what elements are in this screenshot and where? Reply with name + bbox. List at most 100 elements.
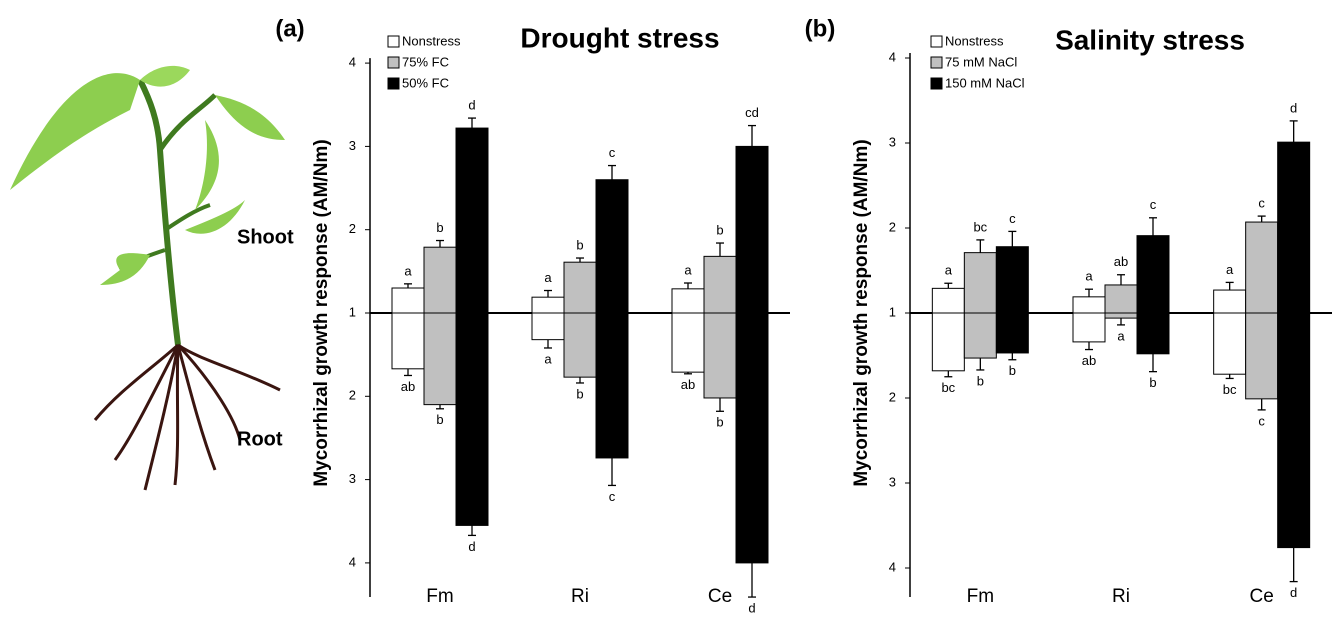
significance-letter: d [1290, 100, 1297, 115]
bar [531, 312, 565, 341]
illustration-label: Root [237, 428, 283, 450]
bar [963, 252, 997, 314]
bar [671, 288, 705, 314]
bar [1277, 312, 1311, 549]
x-tick-label: Ce [1250, 586, 1274, 607]
significance-letter: a [544, 270, 552, 285]
significance-letter: c [1258, 196, 1265, 211]
y-tick-label: 4 [889, 49, 896, 64]
bar [455, 127, 489, 314]
bar [995, 312, 1029, 354]
significance-letter: a [1117, 328, 1125, 343]
bar [391, 287, 425, 314]
legend-swatch [930, 77, 943, 90]
bar [423, 246, 457, 314]
bar [703, 255, 737, 314]
significance-letter: a [684, 262, 692, 277]
legend-swatch [387, 77, 400, 90]
bar [963, 312, 997, 359]
bar [1072, 296, 1106, 314]
significance-letter: b [1009, 363, 1016, 378]
chart-title: Salinity stress [1055, 24, 1245, 55]
legend-label: 75% FC [402, 54, 449, 69]
y-tick-label: 4 [889, 559, 896, 574]
x-tick-label: Ri [1112, 586, 1130, 607]
panel-label: (a) [275, 15, 304, 42]
significance-letter: d [1290, 585, 1297, 600]
significance-letter: a [1085, 269, 1093, 284]
bar [1213, 312, 1247, 375]
significance-letter: a [544, 351, 552, 366]
y-tick-label: 4 [349, 554, 356, 569]
plant-illustration [10, 65, 285, 491]
significance-letter: a [1226, 262, 1234, 277]
y-tick-label: 3 [349, 138, 356, 153]
significance-letter: b [716, 415, 723, 430]
legend-swatch [387, 56, 400, 69]
y-tick-label: 3 [349, 471, 356, 486]
y-tick-label: 1 [349, 304, 356, 319]
legend-swatch [930, 35, 943, 48]
significance-letter: c [609, 489, 616, 504]
y-axis-label: Mycorrhizal growth response (AM/Nm) [851, 139, 872, 486]
bar [1213, 289, 1247, 314]
significance-letter: b [576, 386, 583, 401]
bar [735, 145, 769, 314]
bar [423, 312, 457, 406]
y-tick-label: 3 [889, 474, 896, 489]
bar [563, 312, 597, 378]
significance-letter: b [576, 237, 583, 252]
y-tick-label: 3 [889, 134, 896, 149]
bar [531, 296, 565, 314]
illustration-label: Shoot [237, 226, 294, 248]
legend-label: 150 mM NaCl [945, 75, 1025, 90]
significance-letter: d [468, 98, 475, 113]
bar [1245, 221, 1279, 314]
y-axis-label: Mycorrhizal growth response (AM/Nm) [311, 139, 332, 486]
bar [1104, 284, 1138, 314]
bar [735, 312, 769, 564]
bar [563, 261, 597, 314]
bar [455, 312, 489, 526]
x-tick-label: Ce [708, 586, 732, 607]
bar [1277, 141, 1311, 314]
significance-letter: ab [1082, 353, 1096, 368]
significance-letter: c [1009, 211, 1016, 226]
bar [931, 287, 965, 314]
significance-letter: c [1150, 197, 1157, 212]
bar [671, 312, 705, 373]
significance-letter: b [436, 220, 443, 235]
significance-letter: b [716, 222, 723, 237]
y-tick-label: 2 [349, 221, 356, 236]
significance-letter: bc [1223, 382, 1237, 397]
x-tick-label: Ri [571, 586, 589, 607]
y-tick-label: 2 [889, 389, 896, 404]
legend-label: 75 mM NaCl [945, 54, 1017, 69]
chart-title: Drought stress [520, 22, 719, 53]
legend-label: 50% FC [402, 75, 449, 90]
bar [1136, 312, 1170, 355]
bar [1136, 235, 1170, 314]
significance-letter: ab [1114, 254, 1128, 269]
significance-letter: d [468, 539, 475, 554]
bar [703, 312, 737, 399]
significance-letter: a [945, 263, 953, 278]
bar [931, 312, 965, 372]
significance-letter: b [1149, 375, 1156, 390]
significance-letter: ab [681, 377, 695, 392]
bar [1104, 312, 1138, 319]
legend-swatch [387, 35, 400, 48]
legend-label: Nonstress [402, 33, 461, 48]
bar [595, 312, 629, 459]
significance-letter: b [436, 412, 443, 427]
y-tick-label: 2 [889, 219, 896, 234]
y-tick-label: 1 [889, 304, 896, 319]
bar [1245, 312, 1279, 400]
bar [391, 312, 425, 370]
x-tick-label: Fm [967, 586, 994, 607]
significance-letter: c [1258, 413, 1265, 428]
panel-label: (b) [805, 15, 836, 42]
significance-letter: bc [973, 219, 987, 234]
y-tick-label: 4 [349, 55, 356, 70]
